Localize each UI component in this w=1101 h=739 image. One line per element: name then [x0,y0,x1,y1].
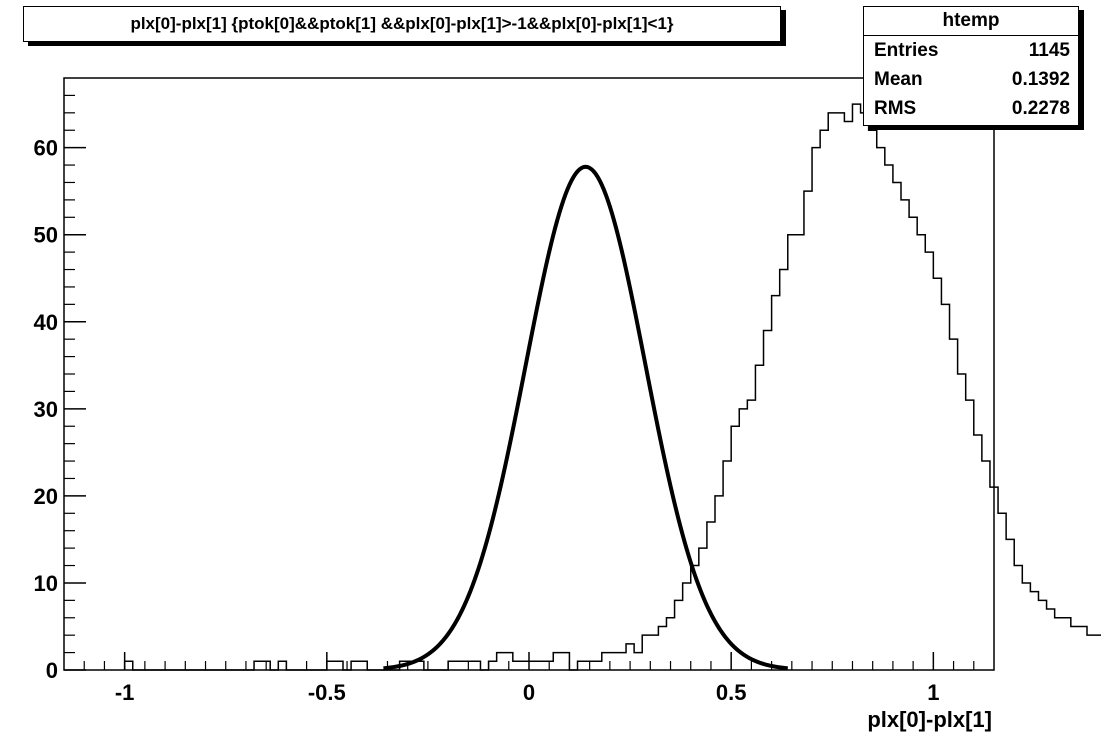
stats-value: 0.2278 [1011,97,1070,119]
stats-row-rms: RMS 0.2278 [864,94,1078,123]
histogram-series [123,103,1101,671]
y-tick-label: 60 [34,136,58,161]
y-axis: 0 10 20 30 40 50 60 [34,94,86,683]
x-axis: -1 -0.5 0 0.5 1 [83,652,975,705]
stats-label: Entries [874,39,939,61]
y-tick-label: 0 [46,658,58,683]
stats-row-entries: Entries 1145 [864,36,1078,65]
x-tick-label: 0.5 [716,680,747,705]
y-tick-label: 40 [34,310,58,335]
x-axis-title: plx[0]-plx[1] [867,707,992,732]
stats-value: 1145 [1028,39,1070,61]
stats-row-mean: Mean 0.1392 [864,65,1078,94]
x-tick-label: -1 [115,680,135,705]
stats-label: Mean [874,68,923,90]
y-tick-label: 30 [34,397,58,422]
stats-box-name: htemp [864,7,1078,36]
chart-title: plx[0]-plx[1] {ptok[0]&&ptok[1] &&plx[0]… [23,6,781,42]
y-tick-label: 20 [34,484,58,509]
stats-value: 0.1392 [1011,68,1070,90]
stats-box: htemp Entries 1145 Mean 0.1392 RMS 0.227… [863,6,1079,126]
gaussian-fit-curve [383,164,788,671]
y-tick-label: 50 [34,223,58,248]
stats-label: RMS [874,97,917,119]
plot-frame [63,77,995,671]
x-tick-label: 0 [523,680,535,705]
x-tick-label: -0.5 [308,680,346,705]
y-tick-label: 10 [34,571,58,596]
x-tick-label: 1 [927,680,939,705]
